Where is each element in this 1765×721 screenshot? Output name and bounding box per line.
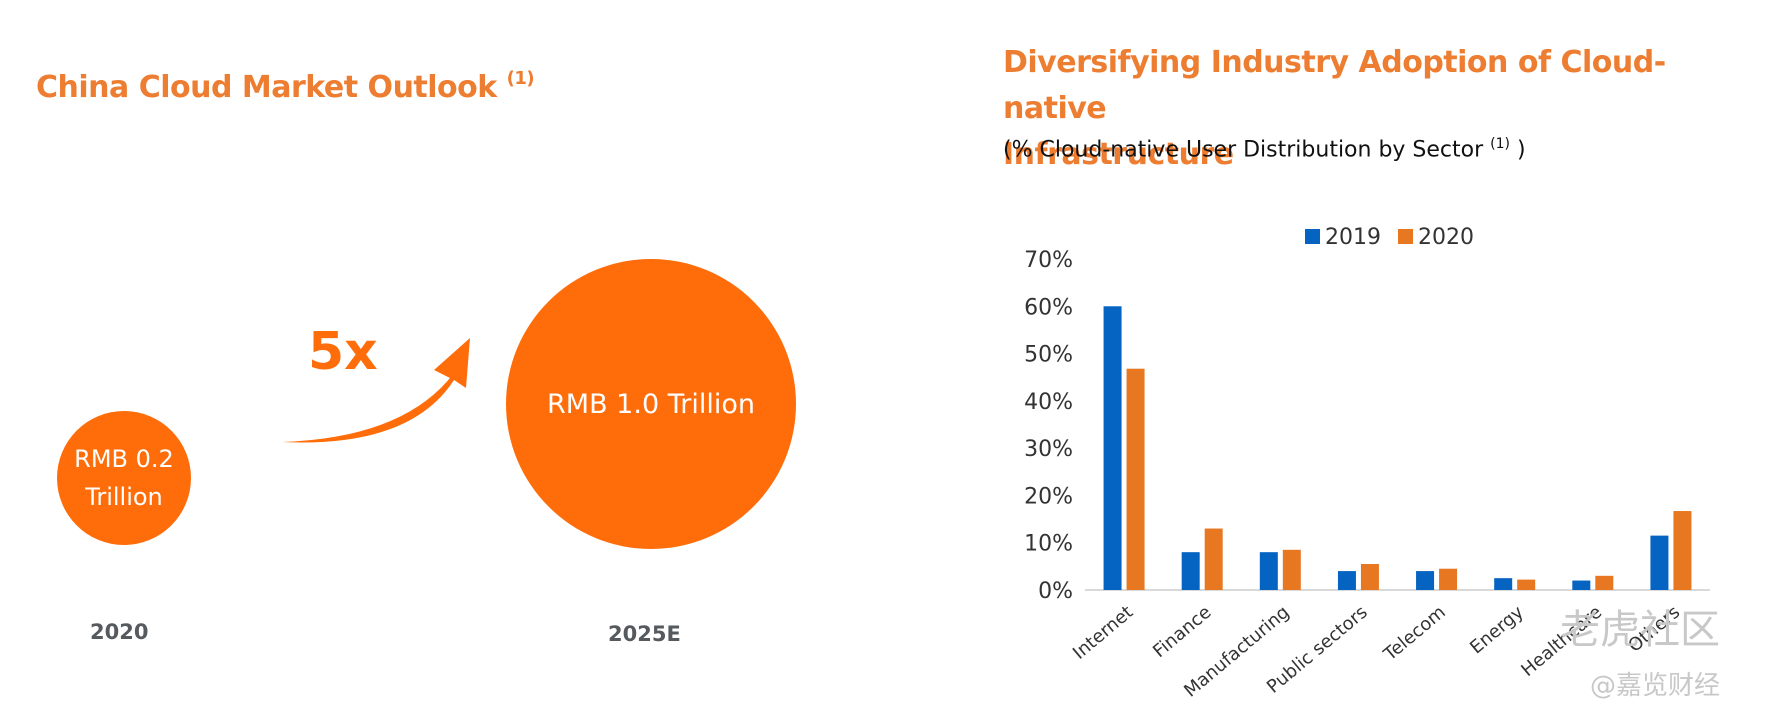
y-tick-label: 40% [1024,390,1073,415]
bar-2019-telecom [1416,571,1435,590]
x-tick-label: Internet [1069,602,1137,664]
subtitle-footnote: (1) [1490,136,1510,152]
market-2020-value-line2: Trillion [85,483,163,511]
bar-2019-public-sectors [1337,571,1356,590]
y-tick-label: 50% [1024,343,1073,368]
market-outlook-title-text: China Cloud Market Outlook [36,70,497,105]
subtitle-text: (% Cloud-native User Distribution by Sec… [1003,137,1484,163]
bar-2019-healthcare [1572,580,1591,590]
bar-2019-energy [1494,578,1513,590]
bar-2020-public-sectors [1360,563,1379,590]
bar-2020-healthcare [1595,575,1614,590]
bar-2020-telecom [1439,568,1458,590]
sector-distribution-chart: 0%10%20%30%40%50%60%70%Internet FinanceMa… [1024,225,1710,702]
y-tick-label: 0% [1038,579,1073,604]
market-2025-circle: RMB 1.0 Trillion [506,259,796,549]
growth-multiplier: 5x [308,322,378,382]
bar-2019-manufacturing [1259,552,1278,590]
bar-2019-finance [1181,552,1200,590]
market-outlook-title: China Cloud Market Outlook (1) [36,68,535,105]
market-2020-value-line1: RMB 0.2 [74,445,174,473]
x-tick-label: Energy [1466,602,1528,659]
legend-label-2020: 2020 [1418,225,1474,250]
legend-swatch-2020 [1398,229,1413,244]
subtitle-close: ) [1517,137,1526,163]
adoption-chart-title-line2: Infrastructure [1003,137,1234,172]
year-2020-label: 2020 [90,620,149,644]
market-outlook-title-footnote: (1) [506,68,535,89]
y-tick-label: 30% [1024,437,1073,462]
y-tick-label: 20% [1024,484,1073,509]
adoption-chart-title: Diversifying Industry Adoption of Cloud-… [1003,40,1743,178]
market-2025-value: RMB 1.0 Trillion [547,388,755,420]
y-tick-label: 10% [1024,532,1073,557]
market-2020-circle: RMB 0.2 Trillion [57,411,191,545]
y-tick-label: 60% [1024,295,1073,320]
bar-2020-finance [1204,528,1223,590]
y-tick-label: 70% [1024,248,1073,273]
bar-2020-others [1673,511,1692,590]
x-tick-label: Telecom [1379,602,1450,666]
legend-swatch-2019 [1305,229,1320,244]
bar-2019-others [1650,535,1669,590]
watermark-text: 老虎社区 [1560,607,1720,653]
legend-label-2019: 2019 [1325,225,1381,250]
bar-2020-internet [1126,368,1145,590]
adoption-chart-title-line1: Diversifying Industry Adoption of Cloud-… [1003,45,1666,126]
bar-2020-energy [1517,579,1536,590]
adoption-chart-subtitle: (% Cloud-native User Distribution by Sec… [1003,136,1526,162]
watermark-handle: @嘉览财经 [1590,671,1721,701]
x-tick-label: Finance [1149,602,1215,662]
bar-2019-internet [1103,306,1122,590]
bar-2020-manufacturing [1282,549,1301,590]
year-2025e-label: 2025E [608,622,681,646]
